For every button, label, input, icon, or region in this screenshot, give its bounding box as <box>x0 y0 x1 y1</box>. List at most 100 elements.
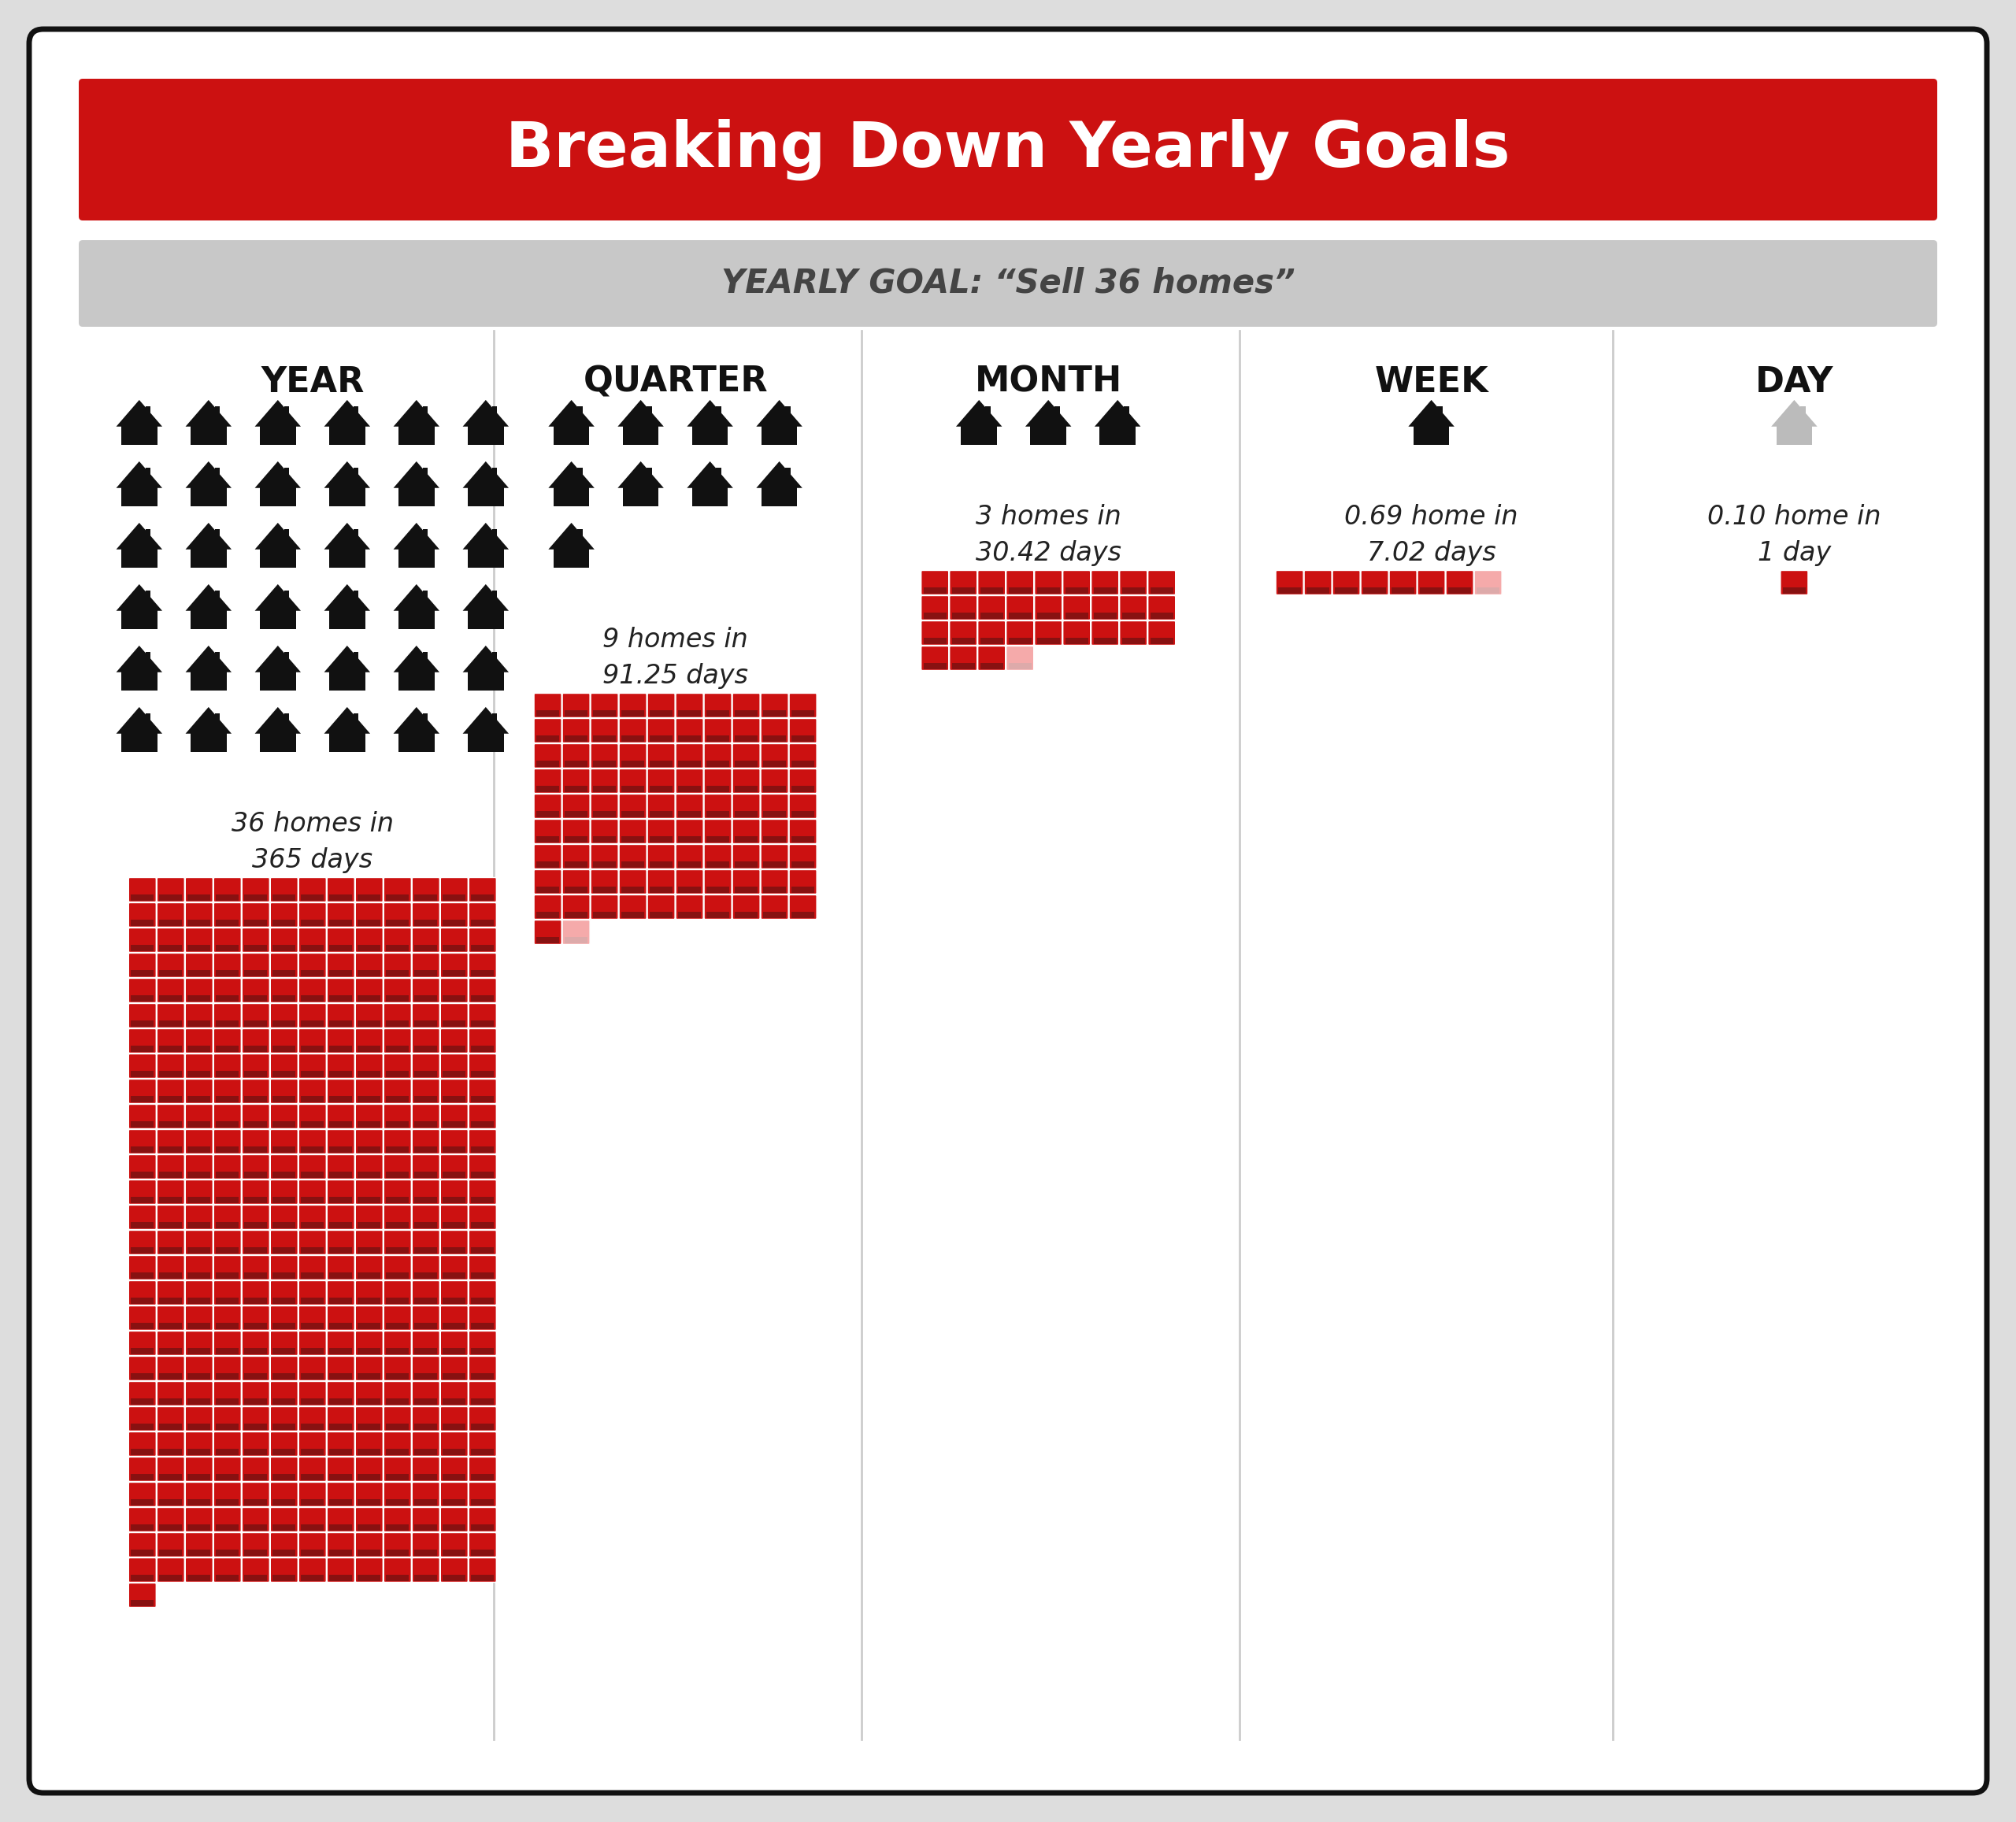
Bar <box>272 1223 296 1228</box>
Bar <box>444 1071 466 1077</box>
FancyBboxPatch shape <box>270 1053 298 1079</box>
Bar <box>357 1146 381 1153</box>
FancyBboxPatch shape <box>355 902 383 927</box>
FancyBboxPatch shape <box>470 1155 496 1179</box>
Bar <box>472 1223 494 1228</box>
Bar <box>145 652 151 661</box>
Bar <box>593 711 617 716</box>
Bar <box>472 969 494 977</box>
FancyBboxPatch shape <box>214 1356 242 1381</box>
Bar <box>980 612 1004 619</box>
Bar <box>952 663 974 669</box>
Bar <box>284 652 288 661</box>
Bar <box>1123 638 1145 645</box>
FancyBboxPatch shape <box>675 820 704 844</box>
Bar <box>131 1121 153 1128</box>
Bar <box>187 1223 210 1228</box>
Bar <box>159 1448 181 1456</box>
Bar <box>649 911 673 918</box>
Bar <box>353 468 359 477</box>
FancyBboxPatch shape <box>185 1332 214 1356</box>
Bar <box>387 1272 409 1279</box>
Bar <box>187 895 210 900</box>
FancyBboxPatch shape <box>704 820 732 844</box>
FancyBboxPatch shape <box>214 1281 242 1305</box>
Polygon shape <box>756 401 802 426</box>
Bar <box>952 612 974 619</box>
Bar <box>399 483 433 507</box>
FancyBboxPatch shape <box>298 1381 327 1407</box>
Bar <box>159 1574 181 1581</box>
Bar <box>131 920 153 926</box>
Bar <box>472 1323 494 1328</box>
Bar <box>216 1423 238 1430</box>
Bar <box>357 1046 381 1051</box>
Bar <box>734 811 758 818</box>
Bar <box>216 920 238 926</box>
FancyBboxPatch shape <box>242 1053 270 1079</box>
Bar <box>329 995 353 1002</box>
FancyBboxPatch shape <box>327 1558 355 1581</box>
Bar <box>387 1121 409 1128</box>
Bar <box>536 885 558 893</box>
FancyBboxPatch shape <box>355 1029 383 1053</box>
Bar <box>329 920 353 926</box>
FancyBboxPatch shape <box>470 1532 496 1558</box>
FancyBboxPatch shape <box>129 1483 155 1507</box>
Bar <box>564 760 587 767</box>
FancyBboxPatch shape <box>950 570 978 594</box>
FancyBboxPatch shape <box>470 978 496 1002</box>
FancyBboxPatch shape <box>591 718 619 743</box>
Bar <box>131 1523 153 1530</box>
Bar <box>1064 587 1089 594</box>
FancyBboxPatch shape <box>383 978 411 1002</box>
Bar <box>415 1448 437 1456</box>
FancyBboxPatch shape <box>242 1458 270 1481</box>
Bar <box>387 1223 409 1228</box>
Bar <box>415 1297 437 1305</box>
FancyBboxPatch shape <box>298 1532 327 1558</box>
FancyBboxPatch shape <box>157 878 185 902</box>
FancyBboxPatch shape <box>327 902 355 927</box>
Bar <box>387 1500 409 1505</box>
Bar <box>187 1323 210 1328</box>
FancyBboxPatch shape <box>355 1432 383 1456</box>
FancyBboxPatch shape <box>157 1204 185 1230</box>
Bar <box>387 1323 409 1328</box>
FancyBboxPatch shape <box>242 1306 270 1330</box>
Bar <box>357 1172 381 1177</box>
FancyBboxPatch shape <box>978 596 1006 619</box>
Bar <box>216 1197 238 1203</box>
FancyBboxPatch shape <box>950 596 978 619</box>
Bar <box>593 785 617 793</box>
Bar <box>399 421 433 445</box>
Bar <box>536 734 558 742</box>
Bar <box>272 1397 296 1405</box>
Bar <box>677 885 702 893</box>
FancyBboxPatch shape <box>298 1053 327 1079</box>
Bar <box>214 468 220 477</box>
Bar <box>593 734 617 742</box>
Bar <box>159 920 181 926</box>
FancyBboxPatch shape <box>129 902 155 927</box>
Polygon shape <box>185 401 232 426</box>
FancyBboxPatch shape <box>185 1432 214 1456</box>
FancyBboxPatch shape <box>1417 570 1445 594</box>
Bar <box>1008 638 1032 645</box>
Bar <box>300 920 325 926</box>
FancyBboxPatch shape <box>619 794 647 818</box>
Bar <box>468 607 504 629</box>
Bar <box>415 1197 437 1203</box>
Bar <box>192 483 226 507</box>
Bar <box>192 545 226 568</box>
Bar <box>121 729 157 752</box>
FancyBboxPatch shape <box>950 621 978 645</box>
Bar <box>1093 612 1117 619</box>
FancyBboxPatch shape <box>439 1255 468 1279</box>
Bar <box>468 421 504 445</box>
FancyBboxPatch shape <box>383 1483 411 1507</box>
Bar <box>621 885 645 893</box>
FancyBboxPatch shape <box>355 1532 383 1558</box>
FancyBboxPatch shape <box>327 878 355 902</box>
Bar <box>131 1297 153 1305</box>
